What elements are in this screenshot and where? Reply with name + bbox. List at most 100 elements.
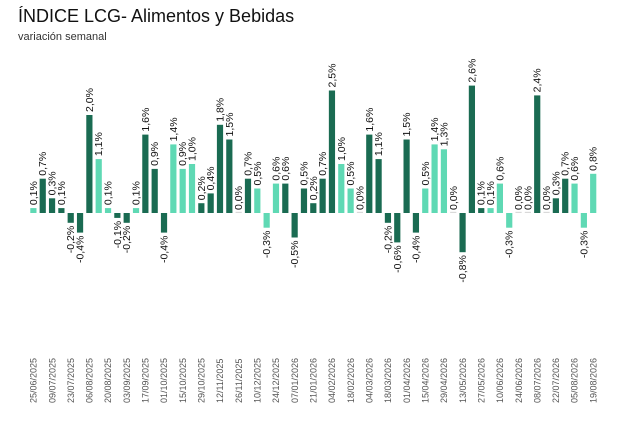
- bar: [95, 159, 102, 213]
- bar-value-label: 2,4%: [532, 68, 544, 92]
- bar-value-label: 0,7%: [37, 152, 49, 176]
- x-tick-label: 15/04/2026: [420, 358, 430, 403]
- bar-value-label: 0,1%: [56, 181, 68, 205]
- bar-value-label: 0,5%: [420, 162, 432, 186]
- bar-value-label: 1,1%: [373, 132, 385, 156]
- bar: [123, 213, 130, 223]
- bar-value-label: -0,2%: [382, 226, 394, 253]
- bar-value-label: 0,0%: [354, 186, 366, 210]
- bar: [216, 124, 224, 213]
- x-tick-label: 20/08/2025: [103, 358, 113, 403]
- bars-group: [30, 85, 597, 253]
- bar: [468, 85, 476, 213]
- x-tick-label: 09/07/2025: [47, 358, 57, 403]
- bar-value-label: 1,6%: [140, 108, 152, 132]
- chart-title: ÍNDICE LCG- Alimentos y Bebidas: [18, 6, 295, 26]
- bar-value-label: 0,7%: [560, 152, 572, 176]
- bar-value-label: 0,9%: [149, 142, 161, 166]
- x-tick-label: 01/10/2025: [159, 358, 169, 403]
- x-tick-labels-group: 25/06/2025 09/07/2025 23/07/2025 06/08/2025…: [29, 358, 599, 403]
- bar: [48, 198, 56, 213]
- bar: [506, 213, 513, 228]
- x-tick-label: 22/07/2026: [551, 358, 561, 403]
- bar: [356, 211, 364, 213]
- bar-value-label: 0,7%: [242, 152, 254, 176]
- bar: [254, 188, 261, 213]
- x-tick-label: 01/04/2026: [402, 358, 412, 403]
- bar: [515, 211, 522, 213]
- bar: [366, 134, 373, 213]
- bar: [394, 213, 401, 243]
- x-tick-label: 21/01/2026: [309, 358, 319, 403]
- bar-value-label: 0,0%: [522, 186, 534, 210]
- bar: [142, 134, 149, 213]
- bar: [375, 159, 382, 213]
- bar-value-label: 1,0%: [187, 137, 199, 161]
- chart-subtitle: variación semanal: [18, 31, 107, 43]
- bar: [459, 213, 466, 253]
- bar-value-label: 2,5%: [326, 64, 338, 88]
- x-tick-label: 18/02/2026: [346, 358, 356, 403]
- bar: [412, 213, 420, 233]
- value-labels-group: 0,1%0,7%0,3%0,1%-0,2%-0,4%2,0%1,1%0,1%-0…: [28, 59, 600, 283]
- bar-value-label: 0,5%: [298, 162, 310, 186]
- bar-value-label: 0,1%: [131, 181, 143, 205]
- bar-value-label: -0,2%: [65, 226, 77, 253]
- bar-value-label: -0,2%: [121, 226, 133, 253]
- bar: [226, 139, 233, 213]
- x-tick-label: 04/03/2026: [364, 358, 374, 403]
- bar: [562, 178, 569, 213]
- bar: [114, 213, 121, 218]
- bar: [524, 211, 531, 213]
- x-tick-label: 25/06/2025: [29, 358, 39, 403]
- bar-value-label: 0,3%: [550, 171, 562, 195]
- bar: [244, 178, 252, 213]
- bar-value-label: 0,0%: [233, 186, 245, 210]
- bar-value-label: 1,5%: [224, 113, 236, 137]
- bar: [263, 213, 270, 228]
- bar: [450, 211, 457, 213]
- bar: [30, 208, 37, 213]
- bar: [282, 183, 289, 213]
- bar-value-label: -0,3%: [504, 231, 516, 258]
- bar: [338, 164, 345, 213]
- x-tick-label: 10/12/2025: [253, 358, 263, 403]
- bar-value-label: 0,1%: [103, 181, 115, 205]
- bar: [440, 149, 448, 213]
- x-tick-label: 18/03/2026: [383, 358, 393, 403]
- bar: [496, 183, 503, 213]
- bar: [188, 164, 196, 213]
- bar-value-label: 0,0%: [513, 186, 525, 210]
- bar-value-label: 0,3%: [47, 171, 59, 195]
- bar: [235, 211, 242, 213]
- bar: [67, 213, 74, 223]
- bar-value-label: 0,2%: [196, 176, 208, 200]
- x-tick-label: 10/06/2026: [495, 358, 505, 403]
- bar: [552, 198, 559, 213]
- bar-value-label: -0,5%: [289, 241, 301, 268]
- bar-value-label: 0,7%: [317, 152, 329, 176]
- bar-value-label: 2,0%: [84, 88, 96, 112]
- bar-value-label: 0,8%: [588, 147, 600, 171]
- bar: [543, 211, 550, 213]
- bar-value-label: 0,5%: [252, 162, 264, 186]
- x-tick-label: 13/05/2026: [458, 358, 468, 403]
- bar: [310, 203, 317, 213]
- bar: [207, 193, 214, 213]
- bar-value-label: 0,1%: [485, 181, 497, 205]
- bar-value-label: 0,6%: [280, 157, 292, 181]
- bar-value-label: 0,4%: [205, 166, 217, 190]
- bar: [160, 213, 168, 233]
- bar: [272, 183, 280, 213]
- x-tick-label: 15/10/2025: [178, 358, 188, 403]
- x-tick-label: 07/01/2026: [290, 358, 300, 403]
- bar-value-label: 1,0%: [336, 137, 348, 161]
- bar-value-label: 1,3%: [438, 122, 450, 146]
- bar-value-label: -0,1%: [112, 221, 124, 248]
- x-tick-label: 29/10/2025: [197, 358, 207, 403]
- bar-value-label: 1,8%: [215, 98, 227, 122]
- x-tick-label: 24/06/2026: [514, 358, 524, 403]
- bar: [571, 183, 578, 213]
- x-tick-label: 29/04/2026: [439, 358, 449, 403]
- bar-value-label: 1,4%: [429, 117, 441, 141]
